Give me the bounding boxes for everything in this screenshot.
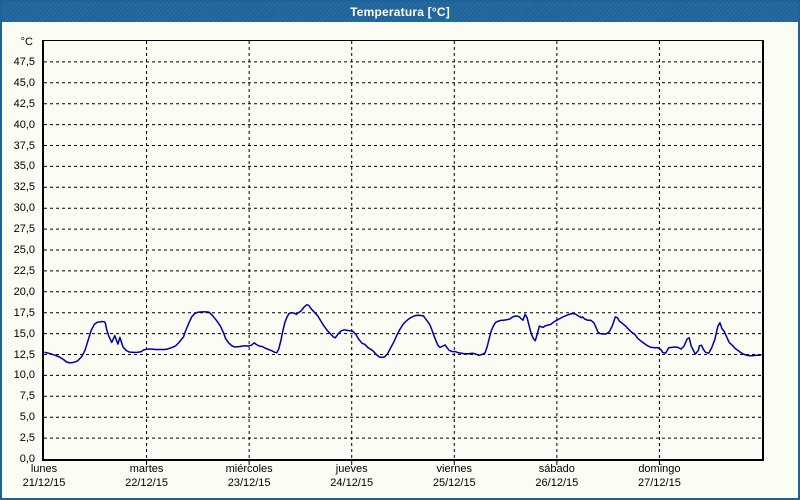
x-day-label: viernes 25/12/15	[406, 462, 502, 491]
y-tick-label: 27,5	[13, 223, 35, 236]
y-tick-label: 7,5	[19, 390, 35, 403]
x-day-label: martes 22/12/15	[99, 462, 195, 491]
day-name: viernes	[436, 463, 473, 475]
y-axis-labels: °C 0,0 2,5 5,0 7,5 10,0 12,5 15,0 17,5 20,0 22,5 2…	[2, 36, 38, 465]
plot-svg	[44, 41, 762, 465]
chart-area: °C 0,0 2,5 5,0 7,5 10,0 12,5 15,0 17,5 20,0 22,5 2…	[2, 22, 798, 498]
day-date: 24/12/15	[330, 477, 374, 489]
y-tick-label: 0,0	[19, 453, 35, 465]
y-tick-label: 2,5	[19, 432, 35, 445]
y-tick-label: 32,5	[13, 181, 35, 194]
x-day-label: miércoles 23/12/15	[201, 462, 297, 491]
day-name: sábado	[538, 463, 575, 475]
y-axis-unit-label: °C	[20, 36, 33, 48]
x-day-label: domingo 27/12/15	[611, 462, 707, 491]
y-tick-label: 45,0	[13, 76, 35, 89]
y-tick-label: 5,0	[19, 411, 35, 424]
x-day-label: jueves 24/12/15	[304, 462, 400, 491]
y-tick-label: 12,5	[13, 348, 35, 361]
day-date: 27/12/15	[638, 477, 681, 489]
y-tick-label: 20,0	[13, 285, 35, 298]
y-tick-label: 37,5	[13, 139, 35, 152]
day-name: martes	[129, 463, 164, 475]
y-tick-label: 42,5	[13, 97, 35, 110]
day-date: 25/12/15	[432, 477, 476, 489]
day-date: 22/12/15	[125, 477, 168, 489]
chart-title-bar: Temperatura [°C]	[2, 2, 798, 22]
day-name: jueves	[335, 463, 368, 475]
y-tick-label: 35,0	[13, 160, 35, 173]
day-date: 23/12/15	[227, 477, 271, 489]
x-day-label: lunes 21/12/15	[2, 462, 92, 491]
day-date: 26/12/15	[535, 477, 579, 489]
day-name: miércoles	[225, 463, 273, 475]
y-tick-label: 15,0	[13, 327, 35, 340]
y-tick-label: 30,0	[13, 202, 35, 215]
x-day-label: sábado 26/12/15	[509, 462, 605, 491]
temperature-line	[44, 304, 762, 364]
day-name: domingo	[638, 463, 681, 475]
y-tick-label: 25,0	[13, 244, 35, 256]
y-tick-label: 10,0	[13, 369, 35, 382]
x-axis-labels: lunes 21/12/15 martes 22/12/15 miércoles 23/1…	[2, 462, 798, 498]
y-tick-label: 40,0	[13, 118, 35, 131]
day-date: 21/12/15	[22, 477, 66, 489]
day-name: lunes	[30, 463, 58, 475]
y-tick-label: 22,5	[13, 264, 35, 277]
chart-title: Temperatura [°C]	[350, 5, 450, 19]
y-tick-label: 17,5	[13, 306, 35, 319]
y-tick-label: 47,5	[13, 55, 35, 68]
